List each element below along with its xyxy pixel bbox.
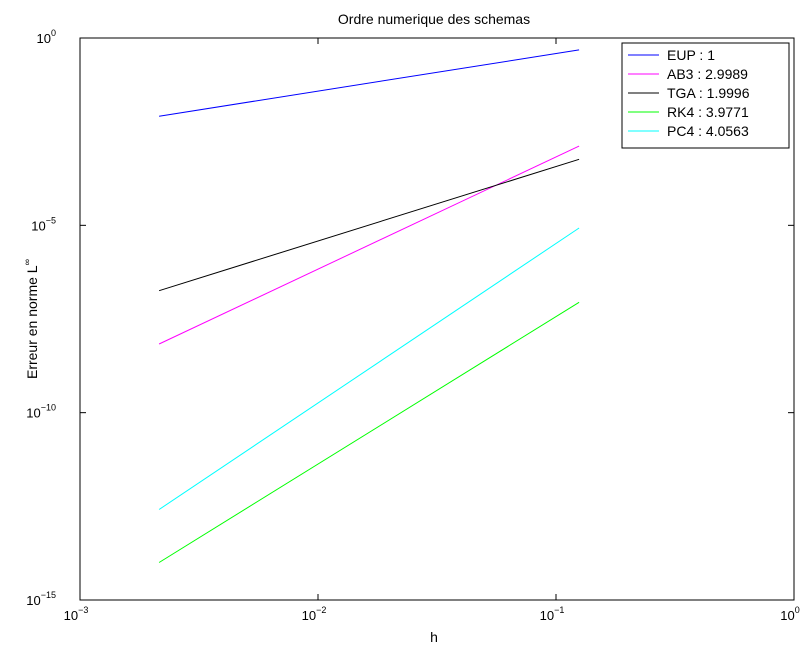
legend-label: AB3 : 2.9989 xyxy=(667,66,748,82)
series-line-rk4 xyxy=(158,301,580,563)
x-tick-label: 100 xyxy=(780,605,799,623)
x-tick-base: 10 xyxy=(540,608,554,623)
x-tick-exp: 0 xyxy=(795,605,800,615)
series-line-tga xyxy=(158,158,580,292)
y-tick-base: 10 xyxy=(26,593,40,608)
y-axis-label-main: Erreur en norme L xyxy=(24,265,40,379)
series-line-ab3 xyxy=(158,145,580,345)
x-tick-exp: −3 xyxy=(78,605,88,615)
x-tick-base: 10 xyxy=(302,608,316,623)
y-tick-exp: 0 xyxy=(51,28,56,38)
x-tick-exp: −2 xyxy=(316,605,326,615)
y-tick-exp: −15 xyxy=(41,590,56,600)
y-tick-base: 10 xyxy=(37,31,51,46)
series-line-eup xyxy=(159,49,580,117)
y-tick-label: 10−5 xyxy=(31,215,56,233)
y-tick-label: 10−15 xyxy=(26,590,56,608)
y-tick-base: 10 xyxy=(26,406,40,421)
y-axis-label: Erreur en norme L∞ xyxy=(22,259,40,379)
series-lines xyxy=(158,49,580,563)
y-tick-exp: −5 xyxy=(46,215,56,225)
y-tick-base: 10 xyxy=(31,218,45,233)
legend-label: TGA : 1.9996 xyxy=(667,85,750,101)
x-tick-label: 10−2 xyxy=(302,605,327,623)
x-tick-exp: −1 xyxy=(554,605,564,615)
x-axis-label: h xyxy=(430,629,438,645)
x-tick-label: 10−3 xyxy=(64,605,89,623)
y-axis-label-sup: ∞ xyxy=(22,259,32,265)
y-tick-label: 10−10 xyxy=(26,403,56,421)
legend-label: EUP : 1 xyxy=(667,47,715,63)
y-tick-label: 100 xyxy=(37,28,56,46)
x-tick-label: 10−1 xyxy=(540,605,565,623)
y-tick-exp: −10 xyxy=(41,403,56,413)
x-tick-base: 10 xyxy=(780,608,794,623)
legend-label: RK4 : 3.9771 xyxy=(667,104,749,120)
legend-label: PC4 : 4.0563 xyxy=(667,123,749,139)
chart-title: Ordre numerique des schemas xyxy=(338,11,530,27)
x-tick-base: 10 xyxy=(64,608,78,623)
legend: EUP : 1 AB3 : 2.9989 TGA : 1.9996 RK4 : 3.9… xyxy=(621,42,790,149)
series-line-pc4 xyxy=(158,227,580,510)
